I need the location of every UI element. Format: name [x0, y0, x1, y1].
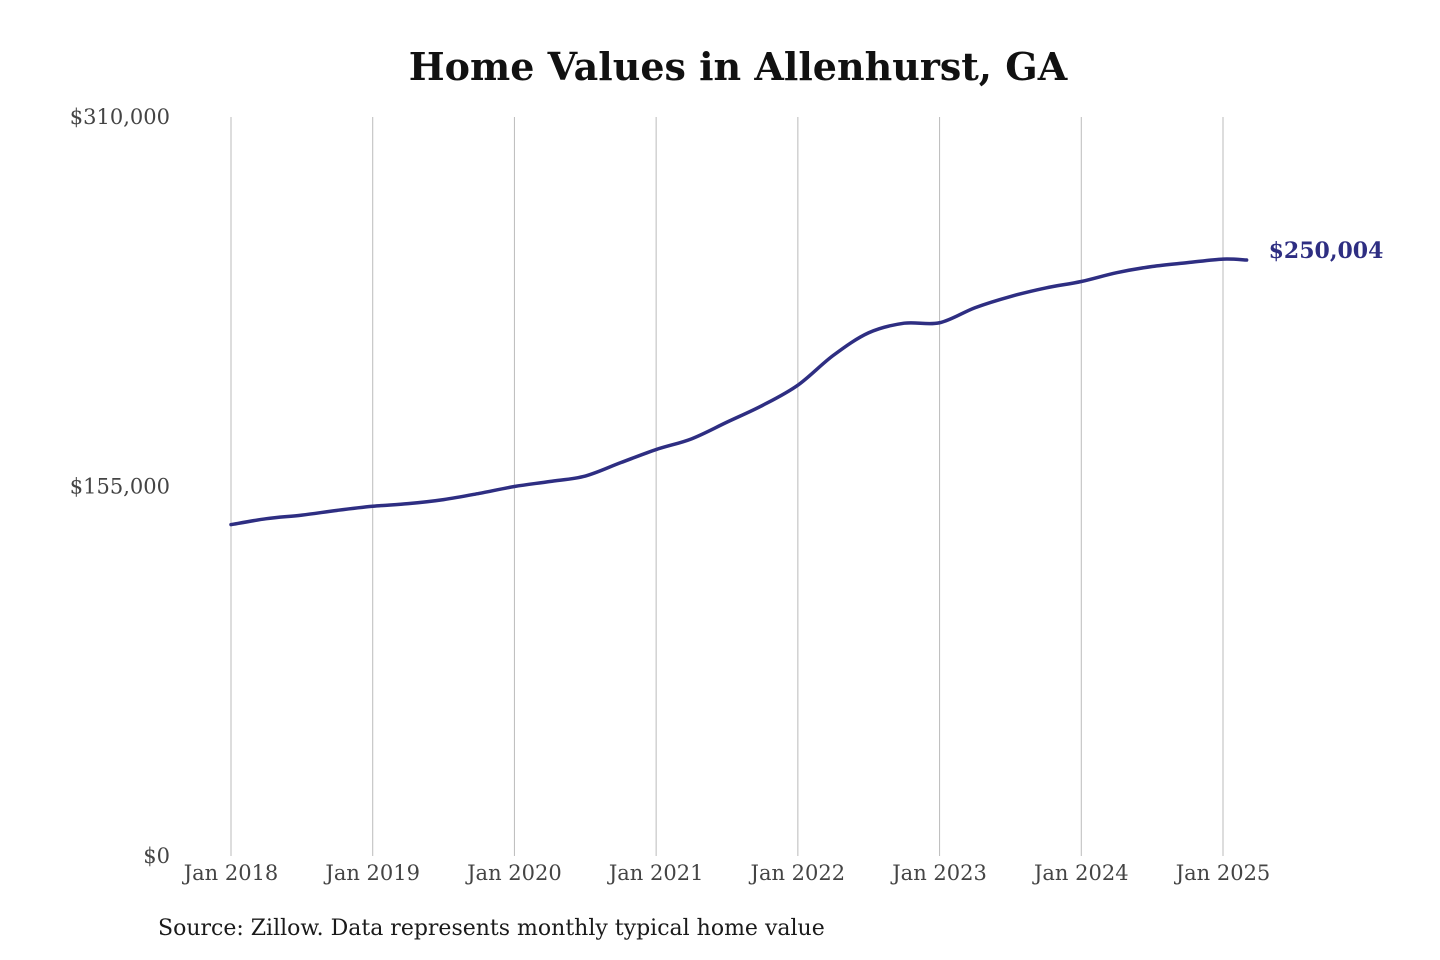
- grid-lines: [230, 117, 1224, 856]
- source-note: Source: Zillow. Data represents monthly …: [158, 916, 825, 941]
- x-axis-ticks: Jan 2018 Jan 2019 Jan 2020 Jan 2021 Jan 2022…: [182, 861, 1271, 885]
- y-tick-label: $310,000: [70, 105, 170, 129]
- x-tick-label: Jan 2018: [182, 861, 279, 885]
- x-tick-label: Jan 2023: [890, 861, 987, 885]
- end-value-label: $250,004: [1269, 238, 1384, 264]
- y-axis-ticks: $0 $155,000 $310,000: [70, 105, 170, 868]
- x-tick-label: Jan 2021: [607, 861, 704, 885]
- x-tick-label: Jan 2022: [749, 861, 846, 885]
- y-tick-label: $0: [143, 844, 170, 868]
- x-tick-label: Jan 2019: [323, 861, 420, 885]
- x-tick-label: Jan 2024: [1032, 861, 1129, 885]
- x-tick-label: Jan 2025: [1174, 861, 1271, 885]
- series-layer: $250,004: [229, 238, 1384, 527]
- y-tick-label: $155,000: [70, 475, 170, 499]
- series-line: [229, 257, 1249, 527]
- chart-title: Home Values in Allenhurst, GA: [408, 44, 1068, 89]
- x-tick-label: Jan 2020: [465, 861, 562, 885]
